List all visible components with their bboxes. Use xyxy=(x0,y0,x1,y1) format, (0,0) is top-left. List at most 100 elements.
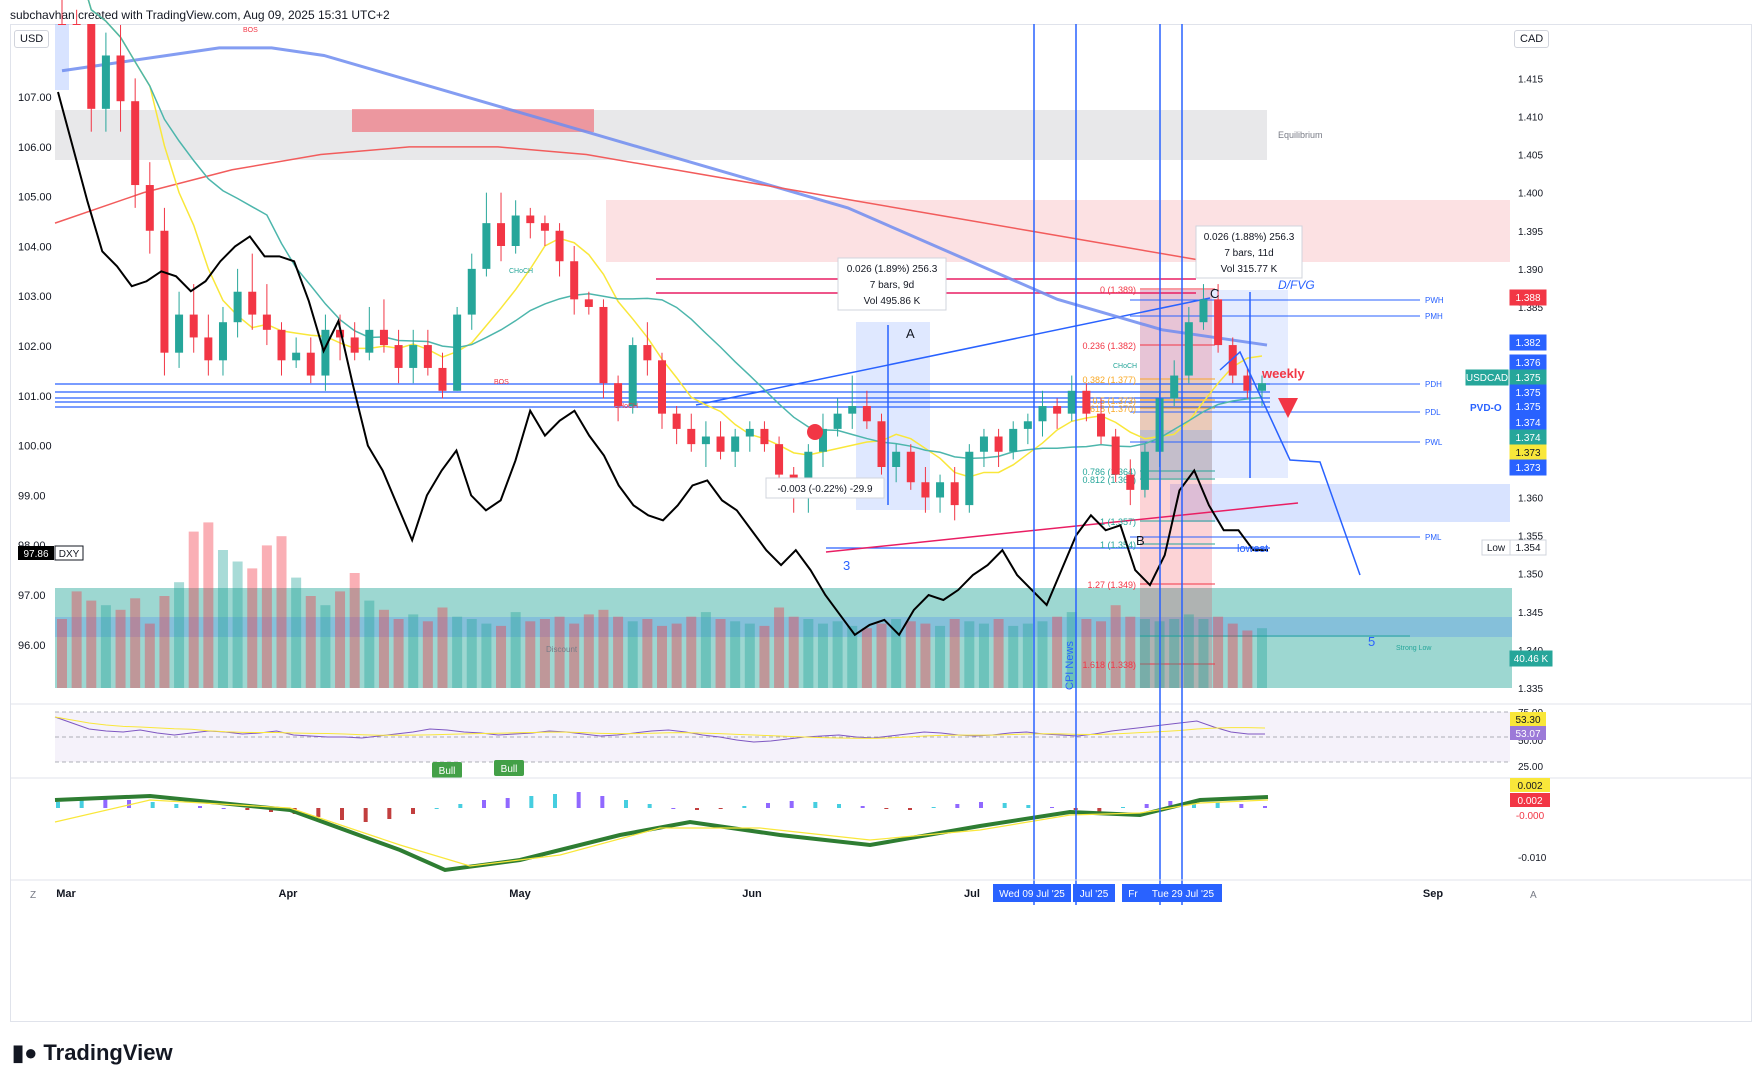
volume-bar xyxy=(876,623,887,688)
volume-bar xyxy=(949,619,960,688)
time-highlight-3: Tue 29 Jul '25 xyxy=(1152,889,1215,900)
candle-body xyxy=(204,337,213,361)
dxy-value: 97.86 xyxy=(23,549,48,560)
fib-label-2: 0.382 (1.377) xyxy=(1082,375,1136,385)
candle-body xyxy=(760,428,769,445)
candle xyxy=(760,421,769,452)
rsi-axis-tick-2: 25.00 xyxy=(1518,762,1543,773)
right-axis-tick-4: 1.400 xyxy=(1518,189,1543,200)
macd-histogram-bar xyxy=(813,802,818,808)
left-axis-tick-3: 104.00 xyxy=(18,241,52,253)
macd-histogram-bar xyxy=(718,808,723,809)
candle-body xyxy=(379,329,388,346)
macd-histogram-bar xyxy=(56,802,60,808)
volume-bar xyxy=(1183,614,1194,688)
volume-bar xyxy=(1257,628,1267,688)
candle xyxy=(570,246,579,315)
candle xyxy=(1053,398,1062,429)
volume-bar xyxy=(452,616,463,688)
macd-histogram-bar xyxy=(482,800,486,808)
brand-name: TradingView xyxy=(43,1040,173,1065)
volume-bar xyxy=(891,619,902,688)
measure-box-0 xyxy=(837,257,947,311)
ma-teal-line xyxy=(87,0,1263,460)
macd-histogram-bar xyxy=(316,808,321,817)
candle xyxy=(423,329,432,376)
volume-bar xyxy=(613,616,624,688)
candle xyxy=(979,428,988,467)
candle xyxy=(365,306,374,361)
volume-bar xyxy=(1110,605,1121,688)
price-label-box-0 xyxy=(1509,289,1547,306)
right-axis-tick-17: 1.335 xyxy=(1518,684,1543,695)
macd-label-box-0 xyxy=(1510,778,1550,792)
candle-body xyxy=(833,413,842,429)
candle xyxy=(409,329,418,384)
volume-bar xyxy=(437,607,448,688)
candle xyxy=(72,9,81,25)
candle-body xyxy=(1009,428,1018,452)
rsi-label-box-1 xyxy=(1510,726,1546,740)
candle-body xyxy=(672,413,681,429)
zones xyxy=(55,24,1512,688)
left-axis-tick-5: 102.00 xyxy=(18,341,52,353)
candle-body xyxy=(614,383,623,407)
weekly-label: weekly xyxy=(1261,366,1305,381)
candle-body xyxy=(218,322,227,361)
macd-histogram-bar xyxy=(979,802,983,808)
candle xyxy=(336,314,345,361)
macd-histogram-bar xyxy=(103,798,108,808)
volume-bar xyxy=(364,600,375,688)
candle-body xyxy=(189,314,198,338)
macd-histogram-bar xyxy=(884,808,889,809)
tradingview-logo[interactable]: ▮● TradingView xyxy=(12,1040,173,1066)
volume-bar xyxy=(71,591,82,688)
candle-body xyxy=(1082,390,1091,414)
wave-label-wave_a: A xyxy=(906,326,915,341)
time-highlight-1: Jul '25 xyxy=(1080,889,1109,900)
volume-bar xyxy=(1052,616,1063,688)
candle-body xyxy=(687,428,696,445)
volume-bar xyxy=(57,619,67,688)
volume-bar xyxy=(276,536,287,688)
right-currency-button[interactable]: CAD xyxy=(1514,30,1550,48)
fib-label-7: 1 (1.357) xyxy=(1100,517,1136,527)
candle xyxy=(906,444,915,490)
candle-body xyxy=(145,185,154,231)
measure-line3: Vol 495.86 K xyxy=(864,296,921,307)
measure-line1: -0.003 (-0.22%) -29.9 xyxy=(777,484,872,495)
chart-frame[interactable] xyxy=(10,24,1752,1022)
auto-scale-corner: A xyxy=(1530,890,1537,901)
price-label-box-1 xyxy=(1509,334,1547,351)
candle xyxy=(277,322,286,376)
volume-bar xyxy=(832,621,843,688)
candle-body xyxy=(877,421,886,467)
candle xyxy=(350,322,359,361)
price-label-11: Low xyxy=(1487,543,1506,554)
tradingview-mark-icon: ▮● xyxy=(12,1040,38,1065)
volume-bar xyxy=(1169,619,1180,688)
left-currency-button[interactable]: USD xyxy=(14,30,50,48)
candle xyxy=(175,291,184,368)
zoom-corner-left: Z xyxy=(30,890,36,901)
candle xyxy=(1009,421,1018,460)
candle-body xyxy=(979,436,988,452)
candle xyxy=(701,421,710,467)
rsi-label-1: 53.07 xyxy=(1515,729,1540,740)
candle xyxy=(218,306,227,376)
candle xyxy=(1214,284,1223,353)
macd-histogram-bar xyxy=(576,792,581,808)
volume-bar xyxy=(554,616,565,688)
candle xyxy=(994,428,1003,467)
macd-pane xyxy=(54,792,1269,873)
left-axis-tick-7: 100.00 xyxy=(18,441,52,453)
candle-body xyxy=(248,291,257,315)
candle-body xyxy=(321,329,330,376)
time-highlight-box-2 xyxy=(1122,884,1144,902)
strong-low-label: Strong Low xyxy=(1396,645,1432,652)
measure-line1: 0.026 (1.89%) 256.3 xyxy=(847,264,938,275)
price-label-box-13 xyxy=(1509,650,1553,667)
volume-bar xyxy=(100,605,111,688)
rsi-pane: Bull Bull xyxy=(10,703,1752,779)
